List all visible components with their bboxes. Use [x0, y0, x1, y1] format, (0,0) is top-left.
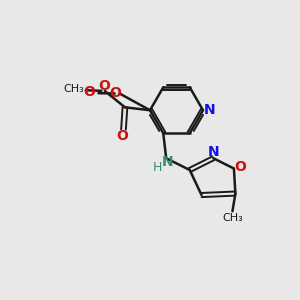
- Text: N: N: [208, 145, 220, 159]
- Text: H: H: [153, 160, 162, 174]
- Text: O: O: [235, 160, 246, 174]
- Text: O: O: [109, 85, 121, 100]
- Text: O: O: [83, 85, 95, 99]
- Text: CH₃: CH₃: [222, 213, 243, 223]
- Text: N: N: [204, 103, 215, 117]
- Text: CH₃: CH₃: [64, 84, 84, 94]
- Text: O: O: [117, 129, 129, 143]
- Text: N: N: [162, 155, 173, 169]
- Text: O: O: [98, 79, 110, 93]
